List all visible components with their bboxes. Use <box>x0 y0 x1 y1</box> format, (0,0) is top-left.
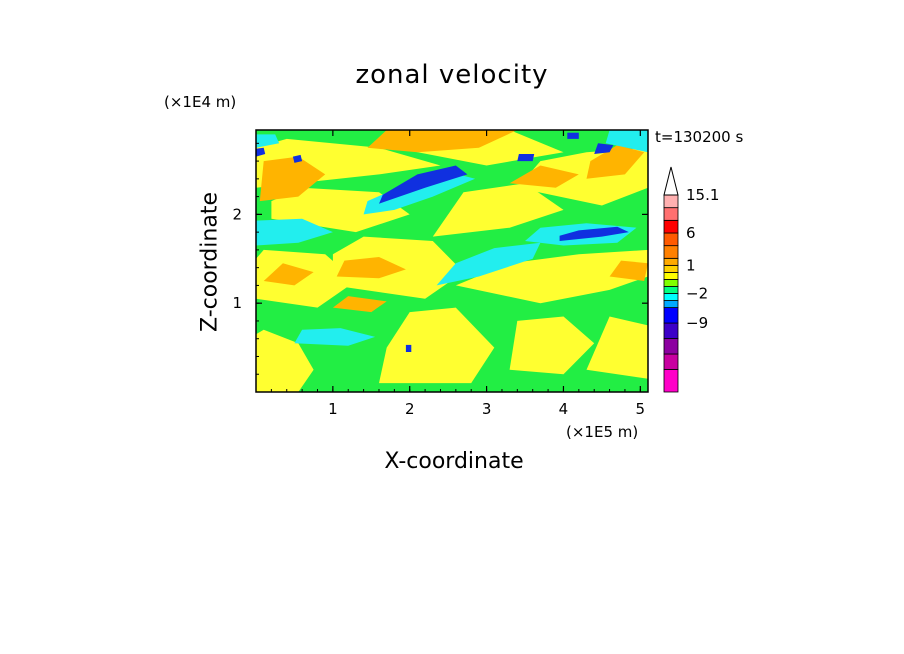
colorbar-level <box>663 279 679 287</box>
colorbar-level <box>663 271 679 280</box>
colorbar-level <box>663 369 679 393</box>
contour-region-15 <box>336 257 406 279</box>
contour-region-6 <box>455 249 648 304</box>
contour-region-29 <box>594 143 614 154</box>
y-axis-label: Z-coordinate <box>197 192 223 332</box>
contour-region-0 <box>256 329 314 392</box>
contour-region-1 <box>379 307 495 384</box>
x-tick-label: 1 <box>328 400 338 418</box>
contour-region-19 <box>609 260 648 281</box>
contour-region-14 <box>586 145 645 179</box>
x-tick-label: 4 <box>559 400 569 418</box>
y-tick-label: 2 <box>232 205 242 223</box>
x-tick-label: 3 <box>482 400 492 418</box>
colorbar-level <box>663 264 679 273</box>
contour-region-21 <box>436 242 541 286</box>
x-axis-label: X-coordinate <box>384 449 524 474</box>
contour-region-18 <box>332 296 387 313</box>
contour-region-26 <box>256 134 280 148</box>
contour-region-30 <box>517 154 535 162</box>
colorbar-level <box>663 286 679 294</box>
colorbar-over-arrow <box>663 166 679 196</box>
x-axis-unit: (×1E5 m) <box>566 423 639 441</box>
x-tick-label: 2 <box>405 400 415 418</box>
contour-region-33 <box>567 132 579 139</box>
contour-region-4 <box>256 249 356 308</box>
colorbar-level <box>663 307 679 324</box>
colorbar-level <box>663 245 679 259</box>
colorbar-label: 6 <box>686 224 696 242</box>
contour-region-34 <box>292 154 303 163</box>
contour-region-16 <box>263 263 314 286</box>
contour-region-12 <box>259 156 326 202</box>
x-tick-label: 5 <box>636 400 646 418</box>
plot-area <box>256 130 648 392</box>
contour-region-22 <box>363 171 476 215</box>
colorbar-level <box>663 232 679 247</box>
contour-region-17 <box>509 165 579 188</box>
colorbar-level <box>663 353 679 370</box>
colorbar-level <box>663 207 679 221</box>
colorbar-level <box>663 293 679 301</box>
contour-region-32 <box>256 147 266 157</box>
colorbar-level <box>663 219 679 234</box>
contour-region-8 <box>432 183 564 237</box>
contour-region-2 <box>509 316 595 375</box>
colorbar-label: −9 <box>686 314 708 332</box>
contour-region-28 <box>559 226 629 241</box>
z-axis-unit: (×1E4 m) <box>164 93 237 111</box>
y-tick-label: 1 <box>232 294 242 312</box>
colorbar-level <box>663 322 679 339</box>
time-label: t=130200 s <box>655 128 744 146</box>
contour-region-13 <box>367 130 518 153</box>
chart-title: zonal velocity <box>355 60 549 90</box>
contour-region-3 <box>586 316 648 379</box>
colorbar-label: 1 <box>686 256 696 274</box>
colorbar-label: −2 <box>686 285 708 303</box>
contour-region-25 <box>605 130 648 153</box>
colorbar-level <box>663 300 679 308</box>
contour-region-31 <box>405 344 412 352</box>
contour-region-27 <box>379 165 468 204</box>
colorbar-label: 15.1 <box>686 186 719 204</box>
plot-frame <box>255 129 649 393</box>
colorbar-level <box>663 257 679 266</box>
contour-region-24 <box>294 328 376 346</box>
colorbar-level <box>663 338 679 355</box>
colorbar-level <box>663 194 679 209</box>
contour-region-20 <box>256 218 333 246</box>
